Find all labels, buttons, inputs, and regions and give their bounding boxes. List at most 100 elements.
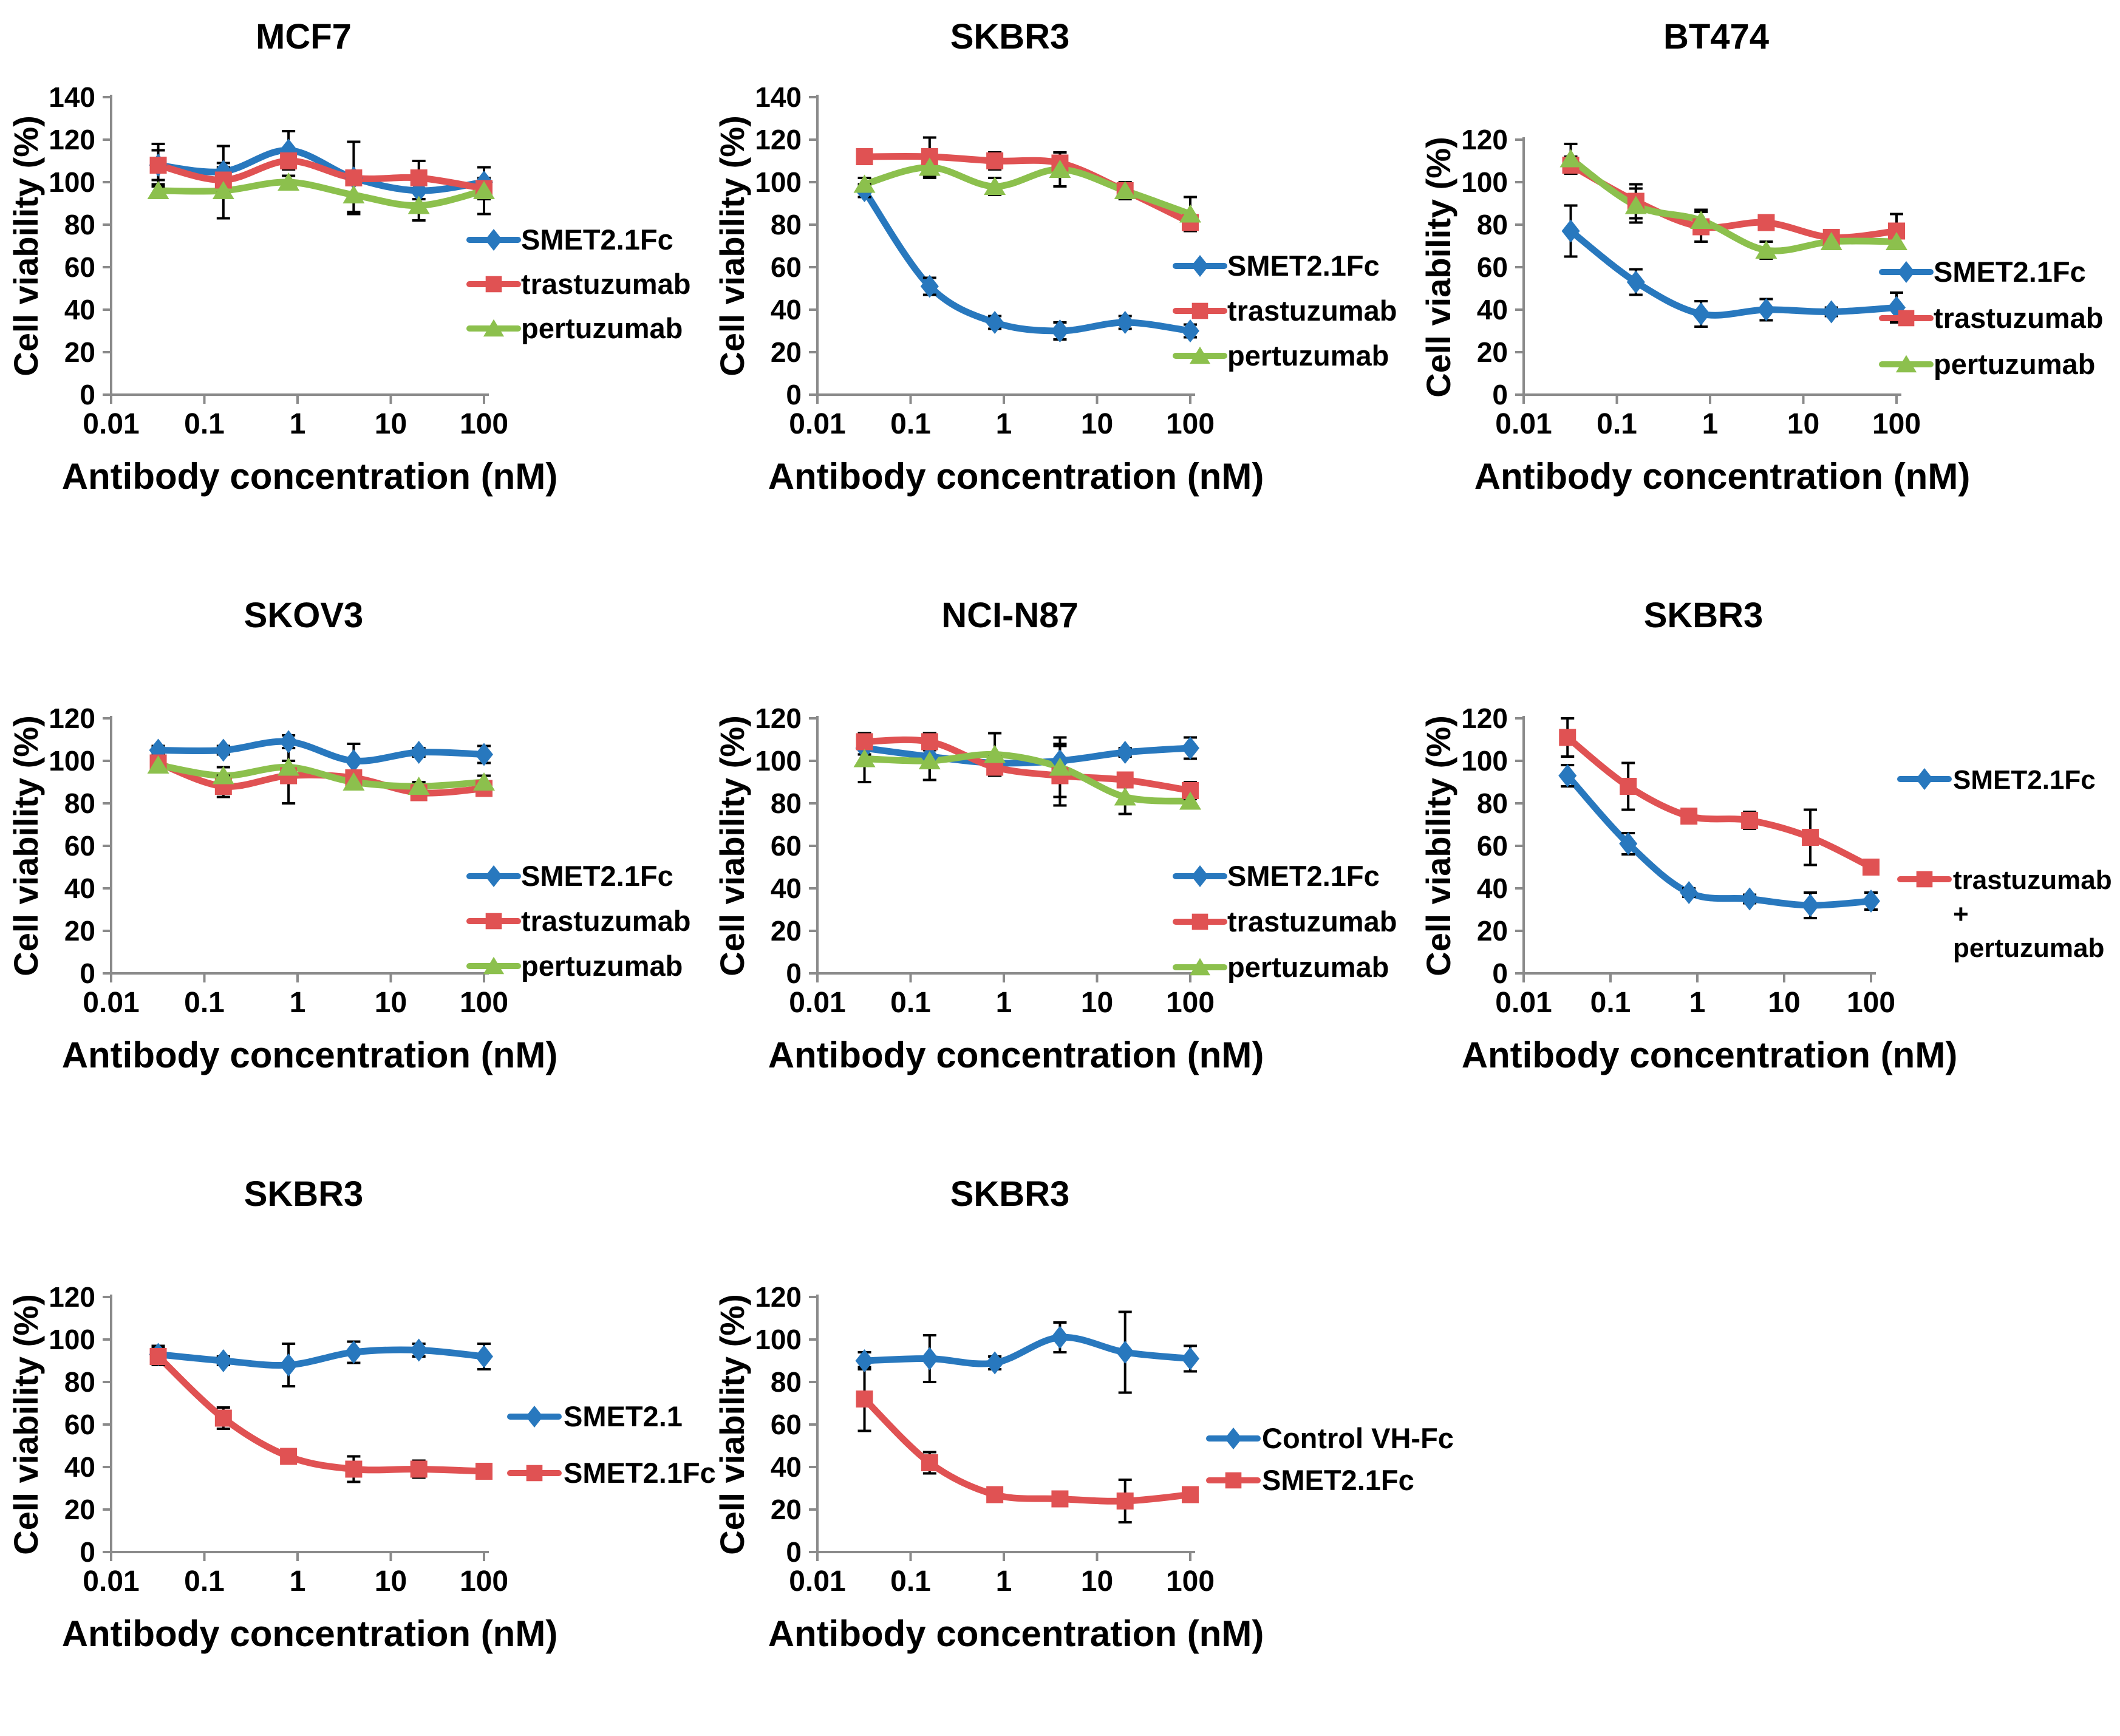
legend-label: trastuzumab bbox=[521, 905, 690, 937]
y-tick-label: 0 bbox=[80, 1536, 95, 1568]
legend-label: pertuzumab bbox=[521, 950, 683, 982]
square-marker bbox=[921, 1454, 938, 1471]
x-tick-label: 0.01 bbox=[83, 408, 139, 440]
legend-skbr3-top: SMET2.1Fc trastuzumab pertuzumab bbox=[1173, 250, 1397, 372]
x-tick-label: 1 bbox=[290, 987, 306, 1019]
y-tick-label: 100 bbox=[1461, 166, 1508, 198]
legend-diamond-marker bbox=[1191, 254, 1209, 277]
y-tick-label: 60 bbox=[1477, 830, 1508, 862]
diamond-marker bbox=[279, 1353, 298, 1377]
legend-item-SMET2.1Fc: SMET2.1Fc bbox=[1206, 1464, 1414, 1496]
y-tick-label: 100 bbox=[49, 1324, 95, 1355]
series-markers-SMET2.1Fc bbox=[149, 1348, 493, 1480]
legend-triangle-marker bbox=[483, 319, 505, 337]
y-axis-label: Cell viability (%) bbox=[7, 115, 45, 376]
y-tick-label: 80 bbox=[64, 788, 95, 819]
x-tick-label: 100 bbox=[1872, 408, 1921, 440]
square-marker bbox=[1863, 859, 1880, 876]
y-tick-label: 120 bbox=[49, 1281, 95, 1313]
diamond-marker bbox=[920, 274, 939, 298]
error-bars-trastuzumab bbox=[857, 732, 1197, 807]
x-tick-label: 0.01 bbox=[789, 1565, 845, 1598]
legend-item-trastuzumab + pertuzumab: trastuzumab + pertuzumab bbox=[1897, 865, 2112, 963]
y-tick-label: 120 bbox=[49, 124, 95, 155]
chart-cell-skbr3-smet-comparison: SKBR3 0 20 40 60 80 100 120 0.01 0.1 1 10 100 Antibod… bbox=[0, 1157, 716, 1736]
triangle-marker bbox=[1114, 181, 1136, 199]
x-tick-label: 10 bbox=[1081, 408, 1113, 440]
chart-title: BT474 bbox=[1663, 17, 1769, 56]
series-line-SMET2.1 bbox=[155, 1346, 488, 1369]
x-axis-label: Antibody concentration (nM) bbox=[768, 1613, 1264, 1654]
legend-label: pertuzumab bbox=[1227, 339, 1389, 372]
diamond-marker bbox=[344, 1341, 363, 1364]
chart-title: SKBR3 bbox=[244, 1174, 364, 1214]
diamond-marker bbox=[214, 1349, 233, 1372]
triangle-marker bbox=[147, 181, 169, 199]
legend-diamond-marker bbox=[1191, 865, 1209, 888]
triangle-marker bbox=[278, 172, 300, 191]
y-tick-label: 40 bbox=[64, 294, 95, 325]
legend-item-pertuzumab: pertuzumab bbox=[1173, 951, 1389, 983]
y-tick-label: 120 bbox=[755, 1281, 802, 1313]
diamond-marker bbox=[214, 738, 233, 762]
y-tick-label: 100 bbox=[755, 745, 802, 777]
y-tick-label: 100 bbox=[755, 166, 802, 198]
x-tick-label: 10 bbox=[375, 987, 407, 1019]
chart-cell-skov3: SKOV3 0 20 40 60 80 100 120 0.01 0.1 1 10 100 Antibod… bbox=[0, 579, 706, 1157]
chart-title: SKBR3 bbox=[1644, 596, 1764, 635]
legend-label: trastuzumab bbox=[1227, 294, 1397, 327]
legend-item-trastuzumab: trastuzumab bbox=[1173, 294, 1397, 327]
series-line-pertuzumab bbox=[861, 163, 1194, 217]
diamond-marker bbox=[1680, 881, 1699, 904]
series-markers-SMET2.1Fc bbox=[855, 179, 1199, 342]
chart-title: SKBR3 bbox=[950, 1174, 1070, 1214]
square-marker bbox=[986, 1486, 1004, 1503]
x-tick-label: 0.1 bbox=[184, 1565, 225, 1598]
y-tick-label: 40 bbox=[1477, 294, 1508, 325]
diamond-marker bbox=[475, 1345, 493, 1368]
legend-label: pertuzumab bbox=[1953, 933, 2104, 963]
diamond-marker bbox=[920, 1347, 939, 1370]
triangle-marker bbox=[1114, 787, 1136, 806]
legend-label: pertuzumab bbox=[1227, 951, 1389, 983]
square-marker bbox=[149, 157, 167, 174]
chart-title: MCF7 bbox=[256, 17, 352, 56]
chart-svg-skbr3-control: SKBR3 0 20 40 60 80 100 120 0.01 0.1 1 10 100 Antibod… bbox=[713, 1174, 1454, 1654]
triangle-marker bbox=[473, 772, 495, 791]
square-marker bbox=[214, 1409, 232, 1427]
triangle-marker bbox=[1179, 204, 1201, 223]
square-marker bbox=[475, 1463, 493, 1480]
y-tick-label: 0 bbox=[786, 1536, 802, 1568]
square-marker bbox=[856, 733, 873, 751]
x-tick-label: 100 bbox=[460, 408, 508, 440]
square-marker bbox=[410, 1460, 428, 1478]
diamond-marker bbox=[1619, 832, 1638, 856]
legend-label: SMET2.1 bbox=[564, 1400, 683, 1432]
x-tick-label: 0.01 bbox=[1495, 408, 1552, 440]
x-tick-label: 100 bbox=[1166, 987, 1215, 1019]
triangle-marker bbox=[1690, 211, 1713, 229]
legend-diamond-marker bbox=[1915, 768, 1934, 791]
y-tick-label: 0 bbox=[1492, 379, 1508, 410]
x-axis-label: Antibody concentration (nM) bbox=[768, 1035, 1264, 1075]
square-marker bbox=[1620, 778, 1637, 795]
legend-mcf7: SMET2.1Fc trastuzumab pertuzumab bbox=[466, 223, 690, 344]
y-tick-label: 100 bbox=[1461, 745, 1508, 777]
error-bars-trastuzumab bbox=[857, 136, 1197, 230]
y-tick-label: 40 bbox=[64, 1451, 95, 1483]
legend-bt474: SMET2.1Fc trastuzumab pertuzumab bbox=[1879, 256, 2103, 380]
triangle-marker bbox=[473, 181, 495, 199]
y-tick-label: 20 bbox=[1477, 915, 1508, 947]
square-marker bbox=[856, 148, 873, 165]
chart-cell-skbr3-combo: SKBR3 0 20 40 60 80 100 120 0.01 0.1 1 10 100 Antibod… bbox=[1413, 579, 2119, 1157]
chart-title: NCI-N87 bbox=[941, 596, 1079, 635]
series-markers-pertuzumab bbox=[147, 755, 495, 795]
x-tick-label: 10 bbox=[375, 408, 407, 440]
square-marker bbox=[149, 1348, 167, 1365]
diamond-marker bbox=[1822, 300, 1841, 324]
diamond-marker bbox=[1116, 311, 1134, 334]
legend-label: + bbox=[1953, 899, 1969, 929]
legend-item-SMET2.1: SMET2.1 bbox=[507, 1400, 683, 1432]
triangle-marker bbox=[278, 757, 300, 776]
legend-label: SMET2.1Fc bbox=[1953, 765, 2096, 795]
